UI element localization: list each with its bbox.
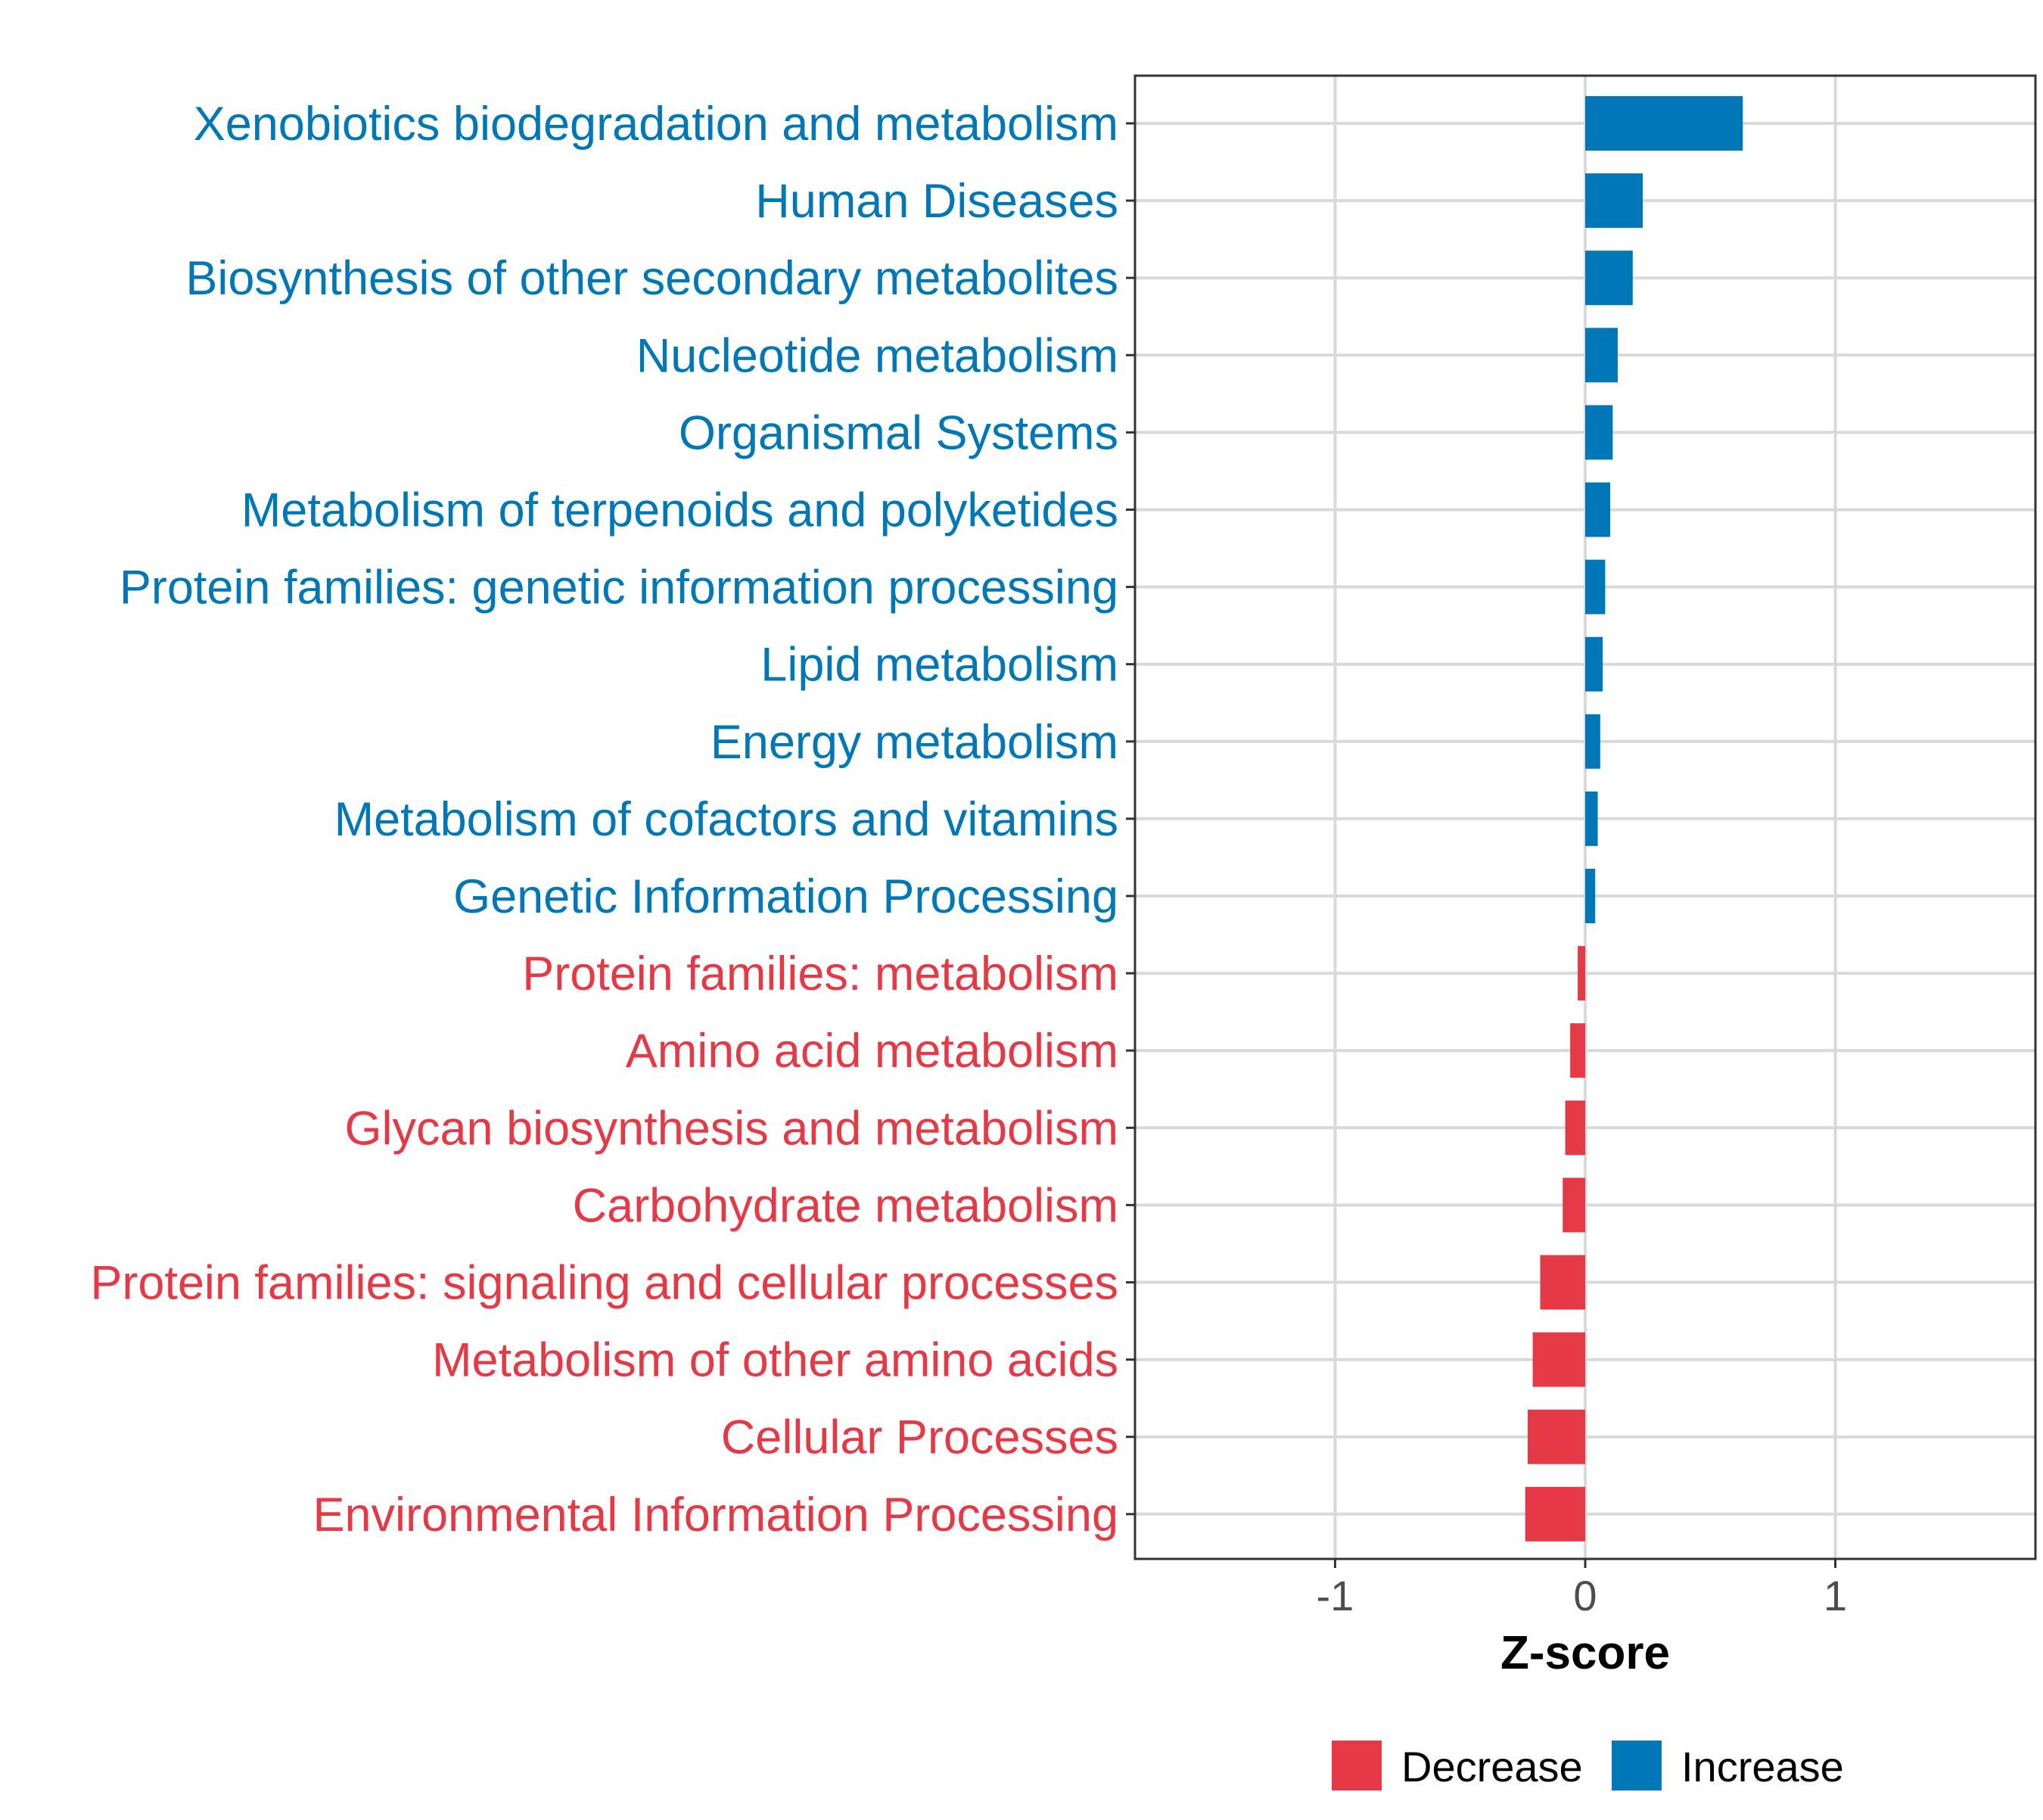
- bar: [1585, 791, 1598, 846]
- y-tick-label: Xenobiotics biodegradation and metabolis…: [194, 98, 1118, 151]
- bar: [1532, 1332, 1585, 1387]
- bar: [1585, 405, 1613, 460]
- y-tick-label: Energy metabolism: [711, 716, 1118, 769]
- bar: [1585, 714, 1600, 769]
- y-tick-label: Amino acid metabolism: [626, 1025, 1118, 1078]
- bar: [1540, 1255, 1585, 1310]
- x-axis-title: Z-score: [1500, 1627, 1670, 1679]
- y-tick-label: Nucleotide metabolism: [636, 329, 1118, 382]
- x-axis: -1 0 1: [1317, 1559, 1847, 1619]
- y-tick-label: Environmental Information Processing: [313, 1489, 1118, 1542]
- y-tick-label: Human Diseases: [755, 175, 1118, 228]
- bar: [1585, 173, 1643, 229]
- y-axis: Xenobiotics biodegradation and metabolis…: [90, 98, 1135, 1542]
- legend-swatch: [1332, 1741, 1382, 1790]
- bar: [1585, 96, 1743, 151]
- y-tick-label: Metabolism of terpenoids and polyketides: [241, 484, 1118, 537]
- y-tick-label: Metabolism of cofactors and vitamins: [334, 793, 1118, 846]
- y-tick-label: Carbohydrate metabolism: [573, 1179, 1118, 1232]
- bar: [1585, 559, 1606, 614]
- legend: Decrease Increase: [1332, 1741, 1844, 1790]
- bar: [1527, 1409, 1585, 1464]
- bar: [1578, 946, 1585, 1001]
- legend-swatch: [1612, 1741, 1662, 1790]
- y-tick-label: Lipid metabolism: [760, 639, 1118, 692]
- bar: [1585, 328, 1618, 383]
- y-tick-label: Protein families: genetic information pr…: [120, 562, 1118, 614]
- bar: [1565, 1100, 1585, 1156]
- bar: [1585, 482, 1611, 537]
- y-tick-label: Metabolism of other amino acids: [432, 1334, 1118, 1387]
- bar: [1585, 869, 1596, 923]
- y-tick-label: Genetic Information Processing: [453, 870, 1118, 923]
- legend-label: Increase: [1681, 1743, 1844, 1790]
- bar: [1585, 250, 1633, 306]
- y-tick-label: Organismal Systems: [679, 406, 1118, 459]
- x-tick-label: -1: [1317, 1572, 1354, 1619]
- bar: [1570, 1023, 1585, 1078]
- legend-label: Decrease: [1401, 1743, 1583, 1790]
- y-tick-label: Protein families: signaling and cellular…: [90, 1257, 1118, 1310]
- bar: [1585, 636, 1603, 692]
- y-tick-label: Cellular Processes: [721, 1411, 1118, 1464]
- y-tick-label: Glycan biosynthesis and metabolism: [345, 1102, 1119, 1155]
- y-tick-label: Biosynthesis of other secondary metaboli…: [185, 252, 1118, 305]
- bar: [1525, 1486, 1585, 1542]
- y-tick-label: Protein families: metabolism: [522, 947, 1118, 1000]
- x-tick-label: 1: [1824, 1572, 1847, 1619]
- bar: [1563, 1178, 1585, 1233]
- x-tick-label: 0: [1573, 1572, 1597, 1619]
- bar-layer: [1525, 96, 1743, 1542]
